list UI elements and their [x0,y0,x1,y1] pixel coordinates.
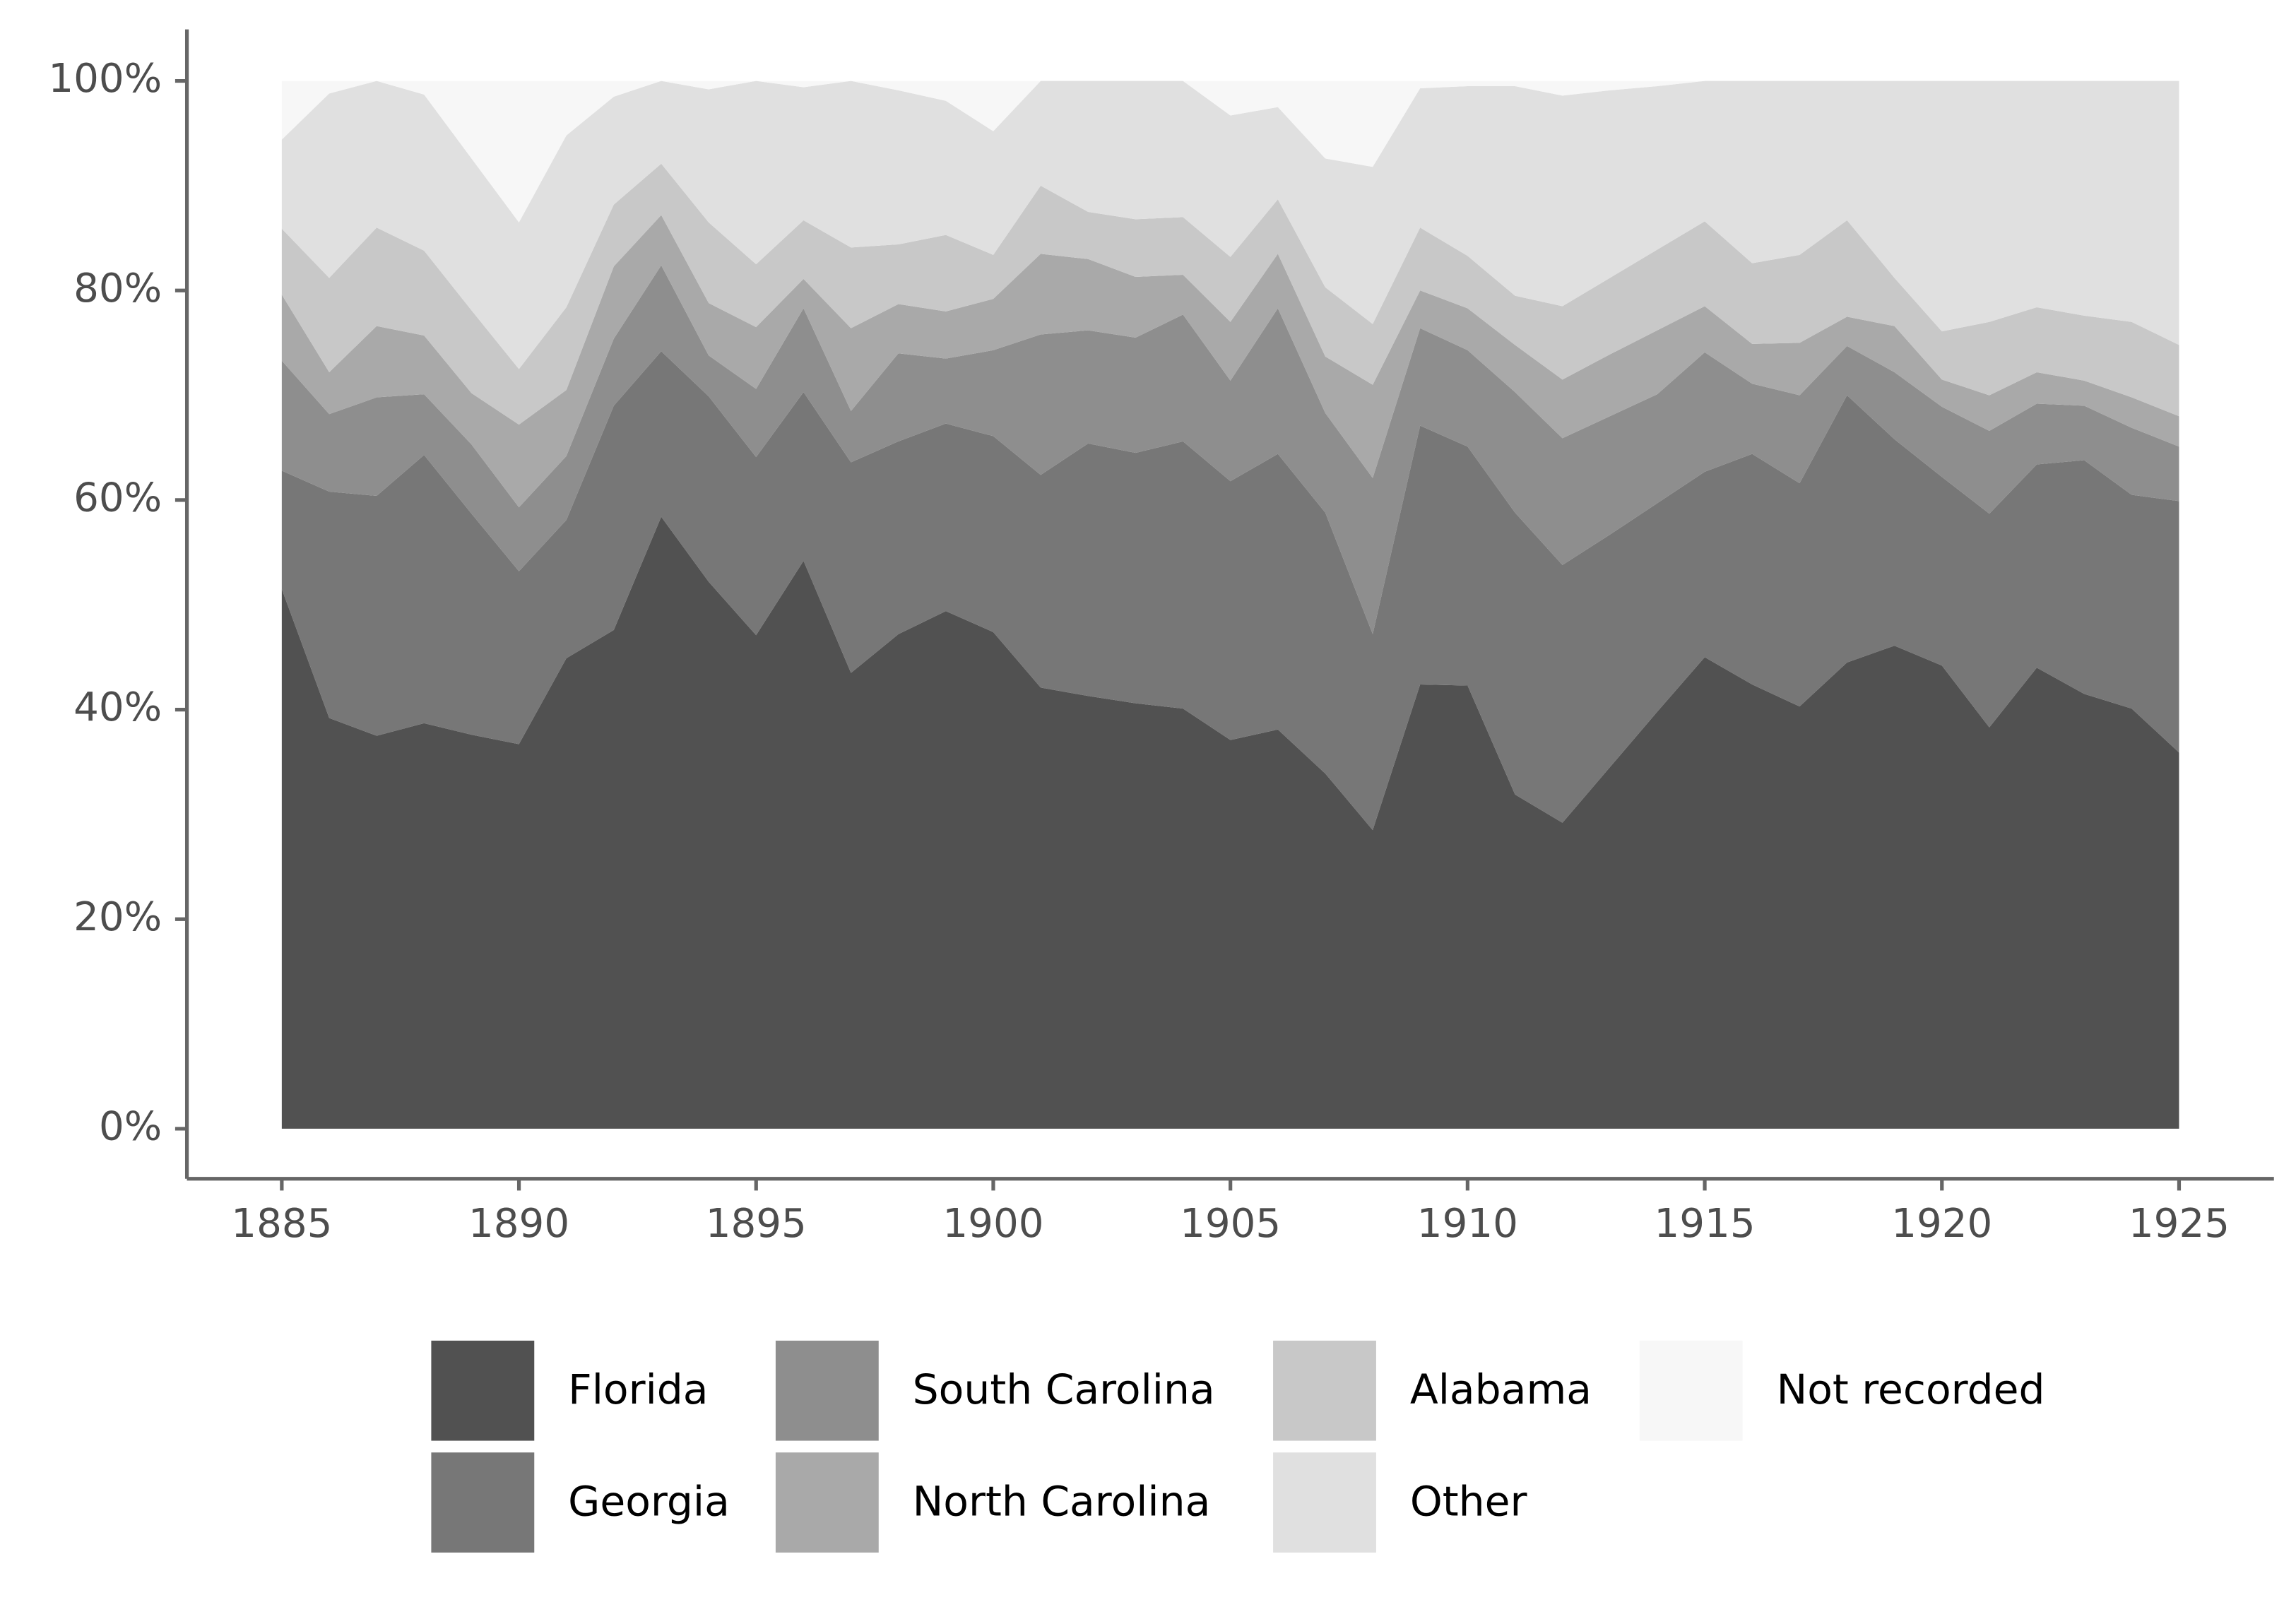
legend-key [1273,1340,1376,1441]
legend-key [431,1452,535,1553]
y-tick-label: 100% [48,56,162,102]
legend-key [1639,1340,1743,1441]
legend-key [431,1340,535,1441]
legend-label: North Carolina [913,1477,1211,1525]
legend-label: Florida [568,1365,708,1413]
area [281,215,2179,508]
y-tick-label: 40% [73,684,162,730]
x-tick-label: 1910 [1417,1201,1518,1247]
y-tick-label: 60% [73,475,162,521]
x-tick-label: 1915 [1655,1201,1756,1247]
y-tick-label: 0% [99,1104,162,1150]
x-tick-label: 1920 [1891,1201,1992,1247]
legend-label: Other [1410,1477,1527,1525]
area [281,265,2179,634]
legend-key [1273,1452,1376,1553]
x-tick-label: 1885 [231,1201,332,1247]
legend-label: Not recorded [1777,1365,2045,1413]
x-tick-label: 1925 [2129,1201,2230,1247]
area [281,516,2179,1129]
y-tick-label: 20% [73,894,162,940]
x-tick-label: 1900 [942,1201,1043,1247]
legend-key [775,1340,879,1441]
legend-label: South Carolina [913,1365,1215,1413]
x-tick-label: 1895 [706,1201,807,1247]
area [281,81,2179,369]
legend-key [775,1452,879,1553]
area [281,163,2179,425]
area [281,81,2179,223]
x-tick-label: 1890 [468,1201,569,1247]
x-tick-label: 1905 [1180,1201,1281,1247]
legend-label: Alabama [1410,1365,1592,1413]
legend-label: Georgia [568,1477,730,1525]
y-tick-label: 80% [73,266,162,312]
areas [281,81,2179,1129]
area [281,351,2179,831]
